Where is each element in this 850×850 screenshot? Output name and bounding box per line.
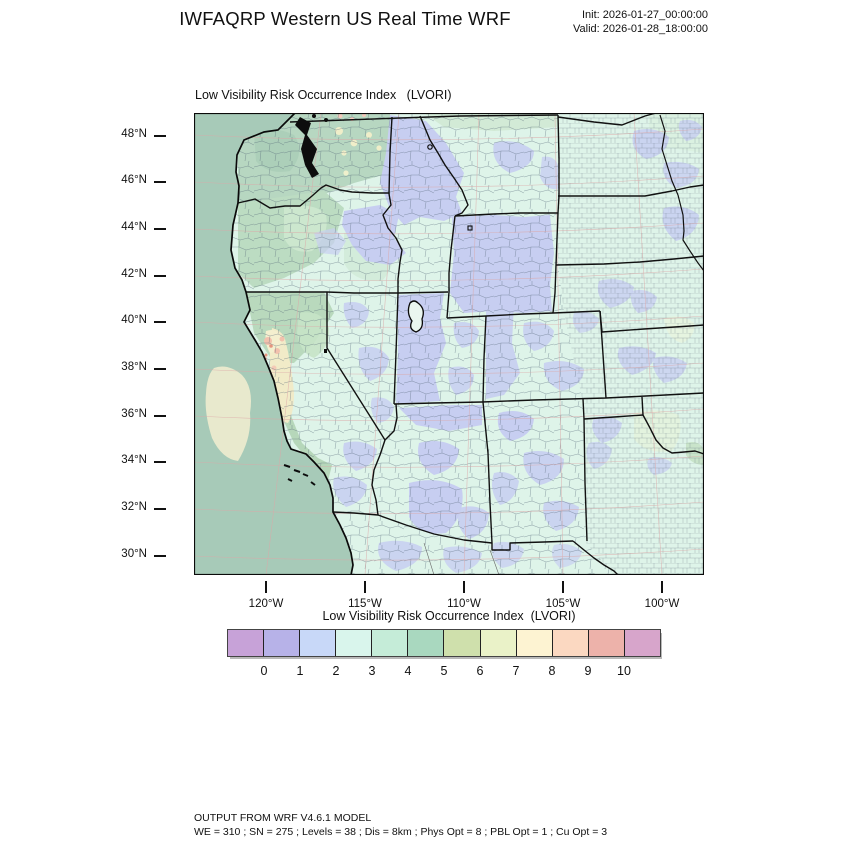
lat-tick-label: 32°N <box>121 501 147 514</box>
colorbar-tick-label: 4 <box>404 664 412 678</box>
colorbar-segment <box>444 630 481 656</box>
lon-tick-label: 120°W <box>248 598 284 610</box>
lat-tick <box>154 181 166 184</box>
lon-tick-label: 110°W <box>447 598 481 610</box>
lat-tick <box>154 414 166 417</box>
colorbar-segment <box>372 630 409 656</box>
colorbar-segment <box>264 630 301 656</box>
lat-tick-label: 46°N <box>121 174 147 187</box>
island-icon <box>324 118 328 122</box>
lake-tahoe-icon <box>324 349 327 353</box>
san-juan-islands-icon <box>312 114 316 118</box>
lat-tick <box>154 274 166 277</box>
colorbar-tick-label: 2 <box>332 664 340 678</box>
lat-tick <box>154 321 166 324</box>
colorbar-tick-label: 6 <box>476 664 484 678</box>
colorbar-segment <box>408 630 445 656</box>
colorbar-tick-label: 7 <box>512 664 520 678</box>
yellowstone-lake-icon <box>467 225 473 231</box>
lon-tick <box>265 581 267 593</box>
lat-tick <box>154 368 166 371</box>
footer-config-line: WE = 310 ; SN = 275 ; Levels = 38 ; Dis … <box>194 826 608 838</box>
lat-tick <box>154 508 166 511</box>
lat-tick-label: 40°N <box>121 314 147 327</box>
great-salt-lake <box>407 300 424 333</box>
valid-time: Valid: 2026-01-28_18:00:00 <box>573 22 708 35</box>
lat-tick-label: 34°N <box>121 454 147 467</box>
colorbar-segment <box>624 630 660 656</box>
lat-tick <box>154 134 166 137</box>
colorbar-title: Low Visibility Risk Occurrence Index (LV… <box>322 609 576 623</box>
colorbar-segment <box>588 630 625 656</box>
colorbar-segment <box>228 630 265 656</box>
offshore-lvori-patch <box>205 366 251 461</box>
lat-tick <box>154 554 166 557</box>
lat-tick-label: 48°N <box>121 127 147 140</box>
colorbar-segment <box>336 630 373 656</box>
lon-tick <box>364 581 366 593</box>
colorbar-tick-label: 9 <box>584 664 592 678</box>
channel-islands <box>283 464 316 486</box>
map-title: Low Visibility Risk Occurrence Index (LV… <box>195 88 452 102</box>
lat-tick-label: 36°N <box>121 407 147 420</box>
mexico-state-lines <box>423 542 500 576</box>
puget-sound <box>295 117 319 178</box>
colorbar-segment <box>480 630 517 656</box>
lon-tick-label: 105°W <box>545 598 581 610</box>
lat-tick-label: 42°N <box>121 267 147 280</box>
colorbar-segment <box>516 630 553 656</box>
lat-tick <box>154 228 166 231</box>
colorbar-tick-label: 0 <box>260 664 268 678</box>
lon-tick <box>463 581 465 593</box>
colorbar-labels: 0 1 2 3 4 5 6 7 8 9 10 <box>228 664 660 680</box>
lat-tick-label: 38°N <box>121 361 147 374</box>
map-panel <box>193 112 705 576</box>
lat-tick-label: 30°N <box>121 547 147 560</box>
lon-tick-label: 115°W <box>348 598 382 610</box>
colorbar-tick-label: 10 <box>617 664 631 678</box>
colorbar-tick-label: 5 <box>440 664 448 678</box>
state-borders <box>237 112 705 576</box>
init-time: Init: 2026-01-27_00:00:00 <box>582 9 708 21</box>
colorbar-segment <box>300 630 337 656</box>
colorbar-segment <box>552 630 589 656</box>
lat-tick <box>154 461 166 464</box>
map-frame <box>193 112 705 576</box>
map-svg <box>193 112 705 576</box>
colorbar <box>227 629 661 657</box>
coastline <box>230 112 354 576</box>
lon-tick <box>661 581 663 593</box>
colorbar-tick-label: 8 <box>548 664 556 678</box>
colorbar-tick-label: 3 <box>368 664 376 678</box>
lat-tick-label: 44°N <box>121 221 147 234</box>
footer-model-line: OUTPUT FROM WRF V4.6.1 MODEL <box>194 812 372 824</box>
colorbar-tick-label: 1 <box>296 664 304 678</box>
lon-tick-label: 100°W <box>644 598 680 610</box>
page-title: IWFAQRP Western US Real Time WRF <box>179 8 511 29</box>
lon-tick <box>562 581 564 593</box>
flathead-lake-icon <box>427 144 433 150</box>
run-time-block: Init: 2026-01-27_00:00:00 Valid: 2026-01… <box>540 9 708 36</box>
